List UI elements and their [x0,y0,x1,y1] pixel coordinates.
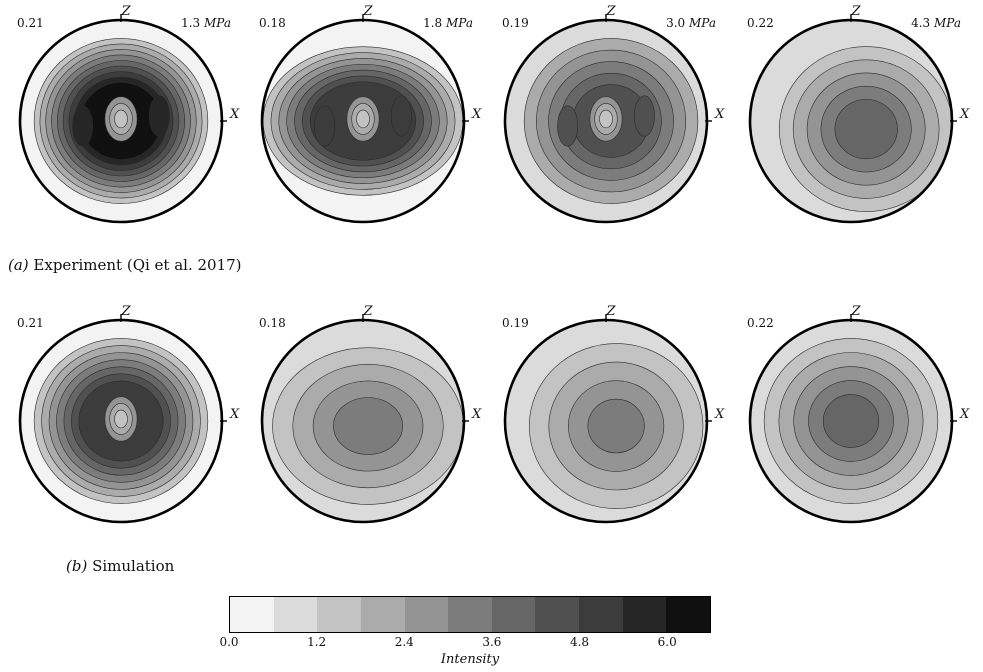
pole-figure-panel: Z X 0.19 [502,304,725,524]
contour-band [114,109,128,129]
max-intensity-label: 0.19 [502,316,529,330]
contour-band [333,397,403,455]
x-axis-label: X [714,107,725,122]
contour-band [114,409,128,429]
x-axis-label: X [959,407,970,422]
max-intensity-label: 0.18 [259,16,286,30]
x-axis-label: X [471,107,482,122]
z-axis-label: Z [850,304,861,319]
z-axis-label: Z [362,304,373,319]
colorbar-swatch [622,597,667,632]
contour-band [834,99,898,160]
colorbar-tick-label: 0.0 [219,635,239,649]
max-intensity-label: 0.21 [17,16,44,30]
pole-figure-panel: Z X 0.18 [259,304,482,524]
contour-band [557,105,579,147]
x-axis-label: X [471,407,482,422]
colorbar-swatch [317,597,361,632]
pole-figure-panel: Z X 0.21 1.3 MPa [17,4,240,224]
colorbar-swatch [535,597,580,632]
stress-label: 1.3 MPa [181,16,231,30]
contour-band [822,394,880,448]
contour-band [356,109,370,129]
pole-figure-panel: Z X 0.22 [747,304,970,524]
colorbar-tick-label: 2.4 [394,635,414,649]
x-axis-label: X [229,407,240,422]
z-axis-label: Z [362,4,373,19]
z-axis-label: Z [605,304,616,319]
contour-band [633,95,655,137]
x-axis-label: X [959,107,970,122]
stress-label: 4.3 MPa [911,16,961,30]
pole-figure-panel: Z X 0.22 4.3 MPa [747,4,970,224]
max-intensity-label: 0.22 [747,16,774,30]
colorbar-tick-label: 4.8 [569,635,590,649]
pole-figure-panel: Z X 0.18 1.8 MPa [259,4,482,224]
x-axis-label: X [229,107,240,122]
z-axis-label: Z [120,304,131,319]
colorbar-tick-label: 6.0 [657,635,677,649]
max-intensity-label: 0.19 [502,16,529,30]
pole-figure-panel: Z X 0.21 [17,304,240,524]
contour-band [72,105,94,147]
x-axis-label: X [714,407,725,422]
colorbar-swatch [448,597,492,632]
caption-experiment: (a) Experiment (Qi et al. 2017) [8,256,242,274]
contour-band [390,95,412,137]
colorbar-title: Intensity [440,652,500,667]
colorbar-swatch [491,597,536,632]
colorbar-swatch [360,597,405,632]
max-intensity-label: 0.18 [259,316,286,330]
contour-band [148,95,170,137]
intensity-colorbar [229,596,711,633]
pole-figure-panel: Z X 0.19 3.0 MPa [502,4,725,224]
z-axis-label: Z [605,4,616,19]
contour-band [587,398,645,454]
colorbar-swatch [404,597,449,632]
max-intensity-label: 0.22 [747,316,774,330]
colorbar-swatch [230,597,274,632]
colorbar-swatch [273,597,318,632]
contour-band [599,109,613,129]
colorbar-tick-label: 3.6 [482,635,502,649]
colorbar-swatch [666,597,711,632]
stress-label: 1.8 MPa [423,16,473,30]
z-axis-label: Z [120,4,131,19]
colorbar-tick-label: 1.2 [307,635,327,649]
max-intensity-label: 0.21 [17,316,44,330]
colorbar-swatch [579,597,623,632]
contour-band [314,105,336,147]
z-axis-label: Z [850,4,861,19]
stress-label: 3.0 MPa [666,16,716,30]
caption-simulation: (b) Simulation [66,557,175,575]
